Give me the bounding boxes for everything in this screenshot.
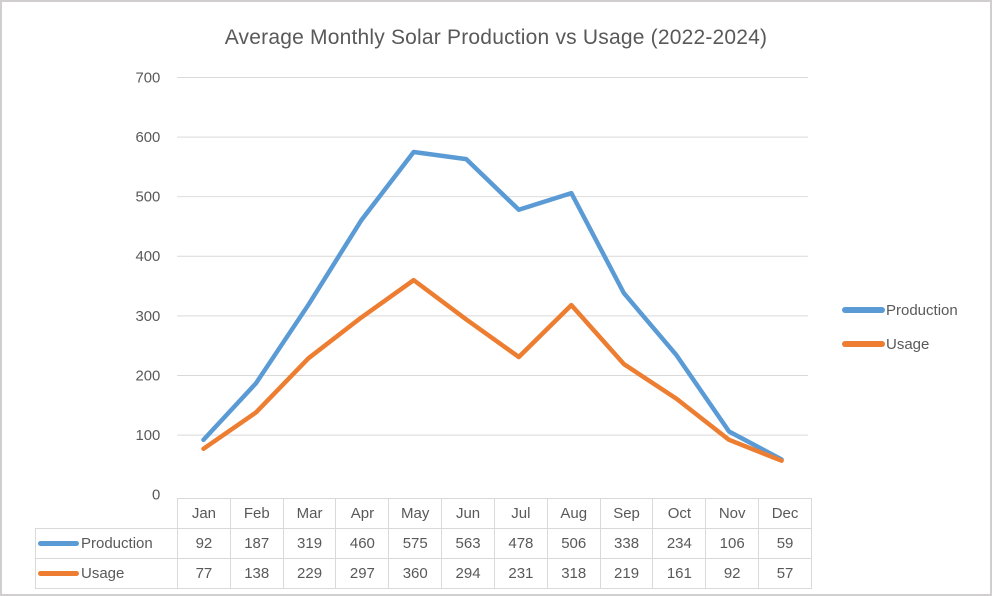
usage-row-label: Usage — [81, 565, 125, 582]
usage-value-cell: 294 — [441, 558, 495, 589]
usage-value-cell: 57 — [758, 558, 812, 589]
month-header-cell: May — [388, 498, 443, 529]
production-value-cell: 338 — [599, 528, 654, 559]
production-value-cell: 319 — [282, 528, 337, 559]
usage-legend-label: Usage — [886, 335, 930, 353]
production-row-header: Production — [35, 528, 178, 559]
usage-value-cell: 92 — [705, 558, 760, 589]
usage-value-cell: 360 — [388, 558, 443, 589]
production-table-row: Production 92 187 319 460 575 563 478 506 338 234… — [35, 528, 812, 559]
production-value-cell: 460 — [335, 528, 390, 559]
usage-legend-swatch — [842, 341, 885, 347]
month-header-cell: Dec — [758, 498, 812, 529]
usage-value-cell: 138 — [229, 558, 284, 589]
production-value-cell: 234 — [652, 528, 707, 559]
usage-series-line — [201, 277, 784, 463]
y-axis-label: 400 — [135, 249, 160, 265]
usage-key-swatch — [38, 571, 79, 576]
legend-item-production: Production — [842, 299, 982, 321]
usage-value-cell: 77 — [177, 558, 231, 589]
usage-row-header: Usage — [35, 558, 178, 589]
legend-item-usage: Usage — [842, 333, 982, 355]
production-value-cell: 575 — [388, 528, 443, 559]
production-row-label: Production — [81, 535, 153, 552]
usage-value-cell: 231 — [493, 558, 548, 589]
month-header-cell: Jul — [493, 498, 548, 529]
month-header-cell: Sep — [599, 498, 654, 529]
production-value-cell: 59 — [758, 528, 812, 559]
y-axis-label: 300 — [135, 309, 160, 325]
chart-legend: Production Usage — [842, 299, 982, 367]
month-header-cell: Jan — [177, 498, 231, 529]
y-axis-label: 600 — [135, 130, 160, 146]
y-axis-label: 200 — [135, 368, 160, 384]
table-blank-corner — [36, 499, 178, 529]
month-header-cell: Oct — [652, 498, 707, 529]
production-value-cell: 92 — [177, 528, 231, 559]
usage-value-cell: 297 — [335, 558, 390, 589]
usage-value-cell: 229 — [282, 558, 337, 589]
y-axis-label: 700 — [135, 70, 160, 86]
month-header-cell: Feb — [229, 498, 284, 529]
production-value-cell: 187 — [229, 528, 284, 559]
month-header-cell: Aug — [546, 498, 601, 529]
month-header-cell: Mar — [282, 498, 337, 529]
month-header-cell: Nov — [705, 498, 760, 529]
month-header-cell: Apr — [335, 498, 390, 529]
usage-table-row: Usage 77 138 229 297 360 294 231 318 219 161 92 57 — [35, 558, 812, 589]
production-value-cell: 106 — [705, 528, 760, 559]
production-key-swatch — [38, 541, 79, 546]
month-header-cell: Jun — [441, 498, 495, 529]
production-value-cell: 506 — [546, 528, 601, 559]
usage-value-cell: 161 — [652, 558, 707, 589]
production-series-line — [201, 149, 784, 462]
y-axis-label: 100 — [135, 428, 160, 444]
production-legend-label: Production — [886, 301, 958, 319]
chart-title: Average Monthly Solar Production vs Usag… — [224, 26, 768, 49]
usage-value-cell: 318 — [546, 558, 601, 589]
production-legend-swatch — [842, 307, 885, 313]
y-axis-label: 0 — [152, 488, 160, 504]
data-table: Jan Feb Mar Apr May Jun Jul Aug Sep Oct Nov Dec Pro… — [35, 498, 812, 589]
month-header-row: Jan Feb Mar Apr May Jun Jul Aug Sep Oct Nov Dec — [36, 498, 812, 529]
production-value-cell: 563 — [441, 528, 495, 559]
usage-value-cell: 219 — [599, 558, 654, 589]
y-axis-label: 500 — [135, 190, 160, 206]
production-value-cell: 478 — [493, 528, 548, 559]
